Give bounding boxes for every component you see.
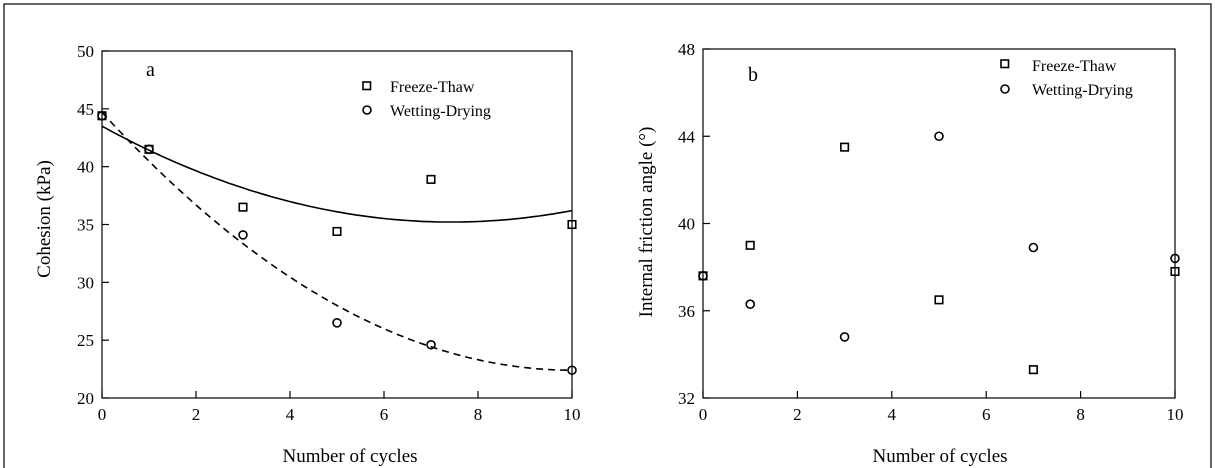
x-tick-label: 0 (98, 405, 107, 424)
y-tick-label: 48 (678, 40, 695, 59)
x-tick-label: 2 (192, 405, 201, 424)
panel-a-legend: Freeze-Thaw Wetting-Drying (362, 79, 491, 120)
y-tick-label: 25 (77, 331, 94, 350)
panel-a-y-ticks: 20 25 30 35 40 45 50 (77, 42, 109, 408)
freeze-thaw-point (238, 202, 248, 212)
panel-a-legend-wetting-drying: Wetting-Drying (390, 103, 491, 120)
x-tick-label: 4 (286, 405, 295, 424)
x-tick-label: 6 (380, 405, 389, 424)
panel-b-friction-angle: 0 2 4 6 8 10 32 36 40 44 48 b Number of cycles In… (636, 40, 1184, 467)
panel-a-fit-lines (101, 111, 573, 371)
wetting-drying-point (1028, 242, 1039, 253)
panel-b-axes-frame (702, 48, 1176, 399)
wetting-drying-point (144, 144, 154, 155)
panel-a-x-ticks: 0 2 4 6 8 10 (98, 391, 581, 424)
y-tick-label: 40 (77, 158, 94, 177)
wetting-drying-point (238, 230, 248, 240)
panel-b-x-axis-title: Number of cycles (872, 446, 1007, 467)
panel-b-x-ticks: 0 2 4 6 8 10 (699, 391, 1184, 424)
x-tick-label: 10 (564, 405, 581, 424)
x-tick-label: 8 (474, 405, 483, 424)
wetting-drying-point (745, 299, 756, 310)
panel-a-legend-circle-marker (362, 105, 372, 115)
y-tick-label: 50 (77, 42, 94, 61)
x-tick-label: 6 (982, 405, 991, 424)
y-tick-label: 36 (678, 302, 695, 321)
freeze-thaw-fit-curve (101, 125, 573, 223)
wetting-drying-point (332, 318, 342, 328)
wetting-drying-point (934, 131, 944, 142)
y-tick-label: 20 (77, 389, 94, 408)
freeze-thaw-point (934, 295, 944, 305)
panel-a-axes-frame (101, 50, 573, 399)
panel-a-legend-square-marker (362, 81, 372, 91)
y-tick-label: 45 (77, 100, 94, 119)
wetting-drying-point (426, 339, 436, 350)
freeze-thaw-point (840, 142, 850, 152)
y-tick-label: 32 (678, 389, 695, 408)
y-tick-label: 44 (678, 127, 696, 146)
x-tick-label: 10 (1167, 405, 1184, 424)
y-tick-label: 35 (77, 216, 94, 235)
y-tick-label: 30 (77, 273, 94, 292)
x-tick-label: 4 (888, 405, 897, 424)
panel-b-y-axis-title: Internal friction angle (°) (636, 127, 657, 318)
panel-b-y-ticks: 32 36 40 44 48 (678, 40, 710, 408)
freeze-thaw-point (332, 226, 342, 236)
figure-border (3, 3, 1212, 468)
panel-b-legend-circle-marker (1000, 84, 1010, 94)
panel-b-legend-square-marker (1000, 59, 1010, 69)
panel-a-cohesion: 0 2 4 6 8 10 20 25 30 35 40 45 50 a Number of cycle… (34, 42, 581, 467)
panel-b-legend-wetting-drying: Wetting-Drying (1032, 82, 1133, 99)
wetting-drying-fit-curve (101, 111, 572, 371)
x-tick-label: 0 (699, 405, 708, 424)
x-tick-label: 2 (793, 405, 802, 424)
panel-b-data-points (698, 131, 1180, 375)
panel-a-y-axis-title: Cohesion (kPa) (34, 160, 55, 278)
freeze-thaw-point (745, 240, 755, 250)
wetting-drying-point (839, 332, 850, 342)
panel-b-legend: Freeze-Thaw Wetting-Drying (1000, 58, 1133, 99)
freeze-thaw-point (1028, 365, 1038, 375)
x-tick-label: 8 (1076, 405, 1085, 424)
panel-a-x-axis-title: Number of cycles (282, 446, 417, 467)
panel-a-tag: a (146, 59, 155, 81)
y-tick-label: 40 (678, 215, 695, 234)
panel-a-legend-freeze-thaw: Freeze-Thaw (390, 79, 475, 96)
panel-b-legend-freeze-thaw: Freeze-Thaw (1032, 58, 1117, 75)
freeze-thaw-point (426, 174, 436, 184)
panel-a-data-points (97, 110, 577, 376)
panel-b-tag: b (748, 64, 758, 86)
